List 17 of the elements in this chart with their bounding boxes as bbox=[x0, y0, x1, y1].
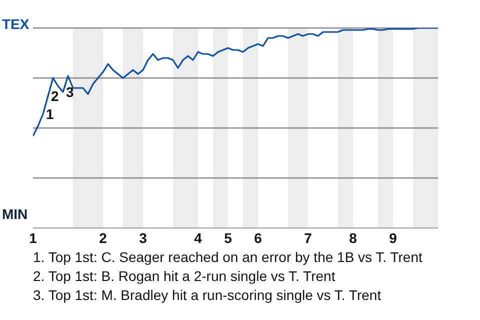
text: 3. Top 1st: M. Bradley hit a run-scoring single vs T. Trent bbox=[33, 286, 382, 305]
x-tick-label: 9 bbox=[389, 230, 398, 246]
text: 2. Top 1st: B. Rogan hit a 2-run single vs T. Trent bbox=[33, 267, 336, 286]
x-tick-label: 7 bbox=[304, 230, 312, 246]
annotation: 1 bbox=[46, 106, 54, 122]
x-tick-label: 6 bbox=[254, 230, 262, 246]
x-tick-label: 1 bbox=[29, 230, 38, 246]
text: MIN bbox=[2, 206, 28, 222]
annotation: 3 bbox=[66, 84, 74, 100]
x-tick-label: 8 bbox=[349, 230, 358, 246]
x-tick-label: 2 bbox=[99, 230, 108, 246]
text: TEX bbox=[2, 16, 30, 32]
annotation: 2 bbox=[51, 88, 59, 104]
x-tick-label: 4 bbox=[194, 230, 202, 246]
x-tick-label: 3 bbox=[139, 230, 148, 246]
text: 1. Top 1st: C. Seager reached on an error by the 1B vs T. Trent bbox=[33, 248, 422, 267]
x-tick-label: 5 bbox=[224, 230, 232, 246]
